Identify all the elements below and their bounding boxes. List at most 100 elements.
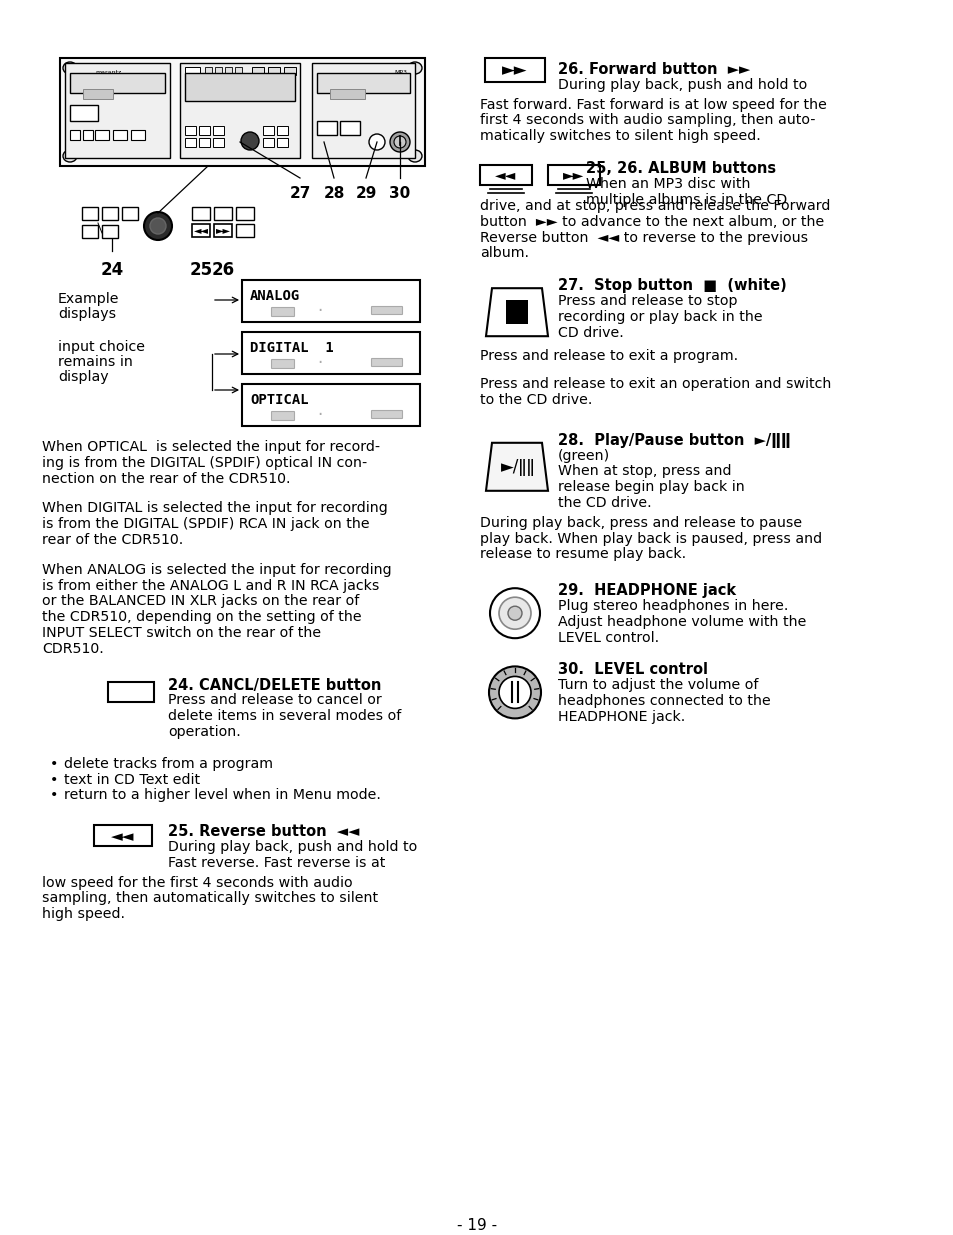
FancyBboxPatch shape — [371, 410, 402, 419]
Text: ►/ǁǁ: ►/ǁǁ — [500, 458, 535, 475]
Bar — [83, 89, 112, 99]
Bar — [276, 138, 288, 147]
Text: Adjust headphone volume with the: Adjust headphone volume with the — [558, 615, 805, 629]
Bar — [235, 207, 253, 220]
Text: 29.  HEADPHONE jack: 29. HEADPHONE jack — [558, 583, 736, 598]
Bar — [83, 130, 92, 140]
Circle shape — [394, 136, 406, 148]
Text: During play back, press and release to pause: During play back, press and release to p… — [479, 516, 801, 530]
Bar — [316, 73, 410, 93]
Bar — [70, 73, 165, 93]
Bar — [199, 138, 210, 147]
FancyBboxPatch shape — [272, 359, 294, 368]
Circle shape — [150, 219, 166, 233]
Circle shape — [390, 132, 410, 152]
Bar — [185, 138, 195, 147]
Circle shape — [498, 598, 531, 629]
Text: Press and release to exit a program.: Press and release to exit a program. — [479, 350, 738, 363]
Bar — [102, 225, 118, 238]
Bar — [60, 58, 424, 165]
Text: remains in: remains in — [58, 354, 132, 369]
Text: ·: · — [317, 406, 322, 424]
Circle shape — [490, 588, 539, 638]
Text: 30.  LEVEL control: 30. LEVEL control — [558, 662, 707, 678]
FancyBboxPatch shape — [272, 411, 294, 420]
Polygon shape — [485, 443, 547, 490]
Bar — [330, 89, 365, 99]
Text: ◄◄: ◄◄ — [495, 168, 517, 182]
Text: During play back, push and hold to: During play back, push and hold to — [558, 78, 806, 91]
Bar — [205, 67, 212, 75]
Polygon shape — [485, 288, 547, 336]
Text: •: • — [50, 788, 58, 803]
Text: 30: 30 — [389, 186, 410, 201]
Circle shape — [241, 132, 258, 149]
Text: sampling, then automatically switches to silent: sampling, then automatically switches to… — [42, 892, 377, 905]
Bar — [213, 207, 232, 220]
Bar — [213, 224, 232, 237]
Text: 25, 26. ALBUM buttons: 25, 26. ALBUM buttons — [585, 161, 776, 177]
Text: During play back, push and hold to: During play back, push and hold to — [168, 840, 416, 853]
Circle shape — [369, 135, 385, 149]
Text: play back. When play back is paused, press and: play back. When play back is paused, pre… — [479, 531, 821, 546]
Ellipse shape — [408, 62, 421, 74]
Text: ►►: ►► — [215, 226, 231, 236]
Text: matically switches to silent high speed.: matically switches to silent high speed. — [479, 130, 760, 143]
Text: 27.  Stop button  ■  (white): 27. Stop button ■ (white) — [558, 278, 786, 293]
Text: operation.: operation. — [168, 725, 240, 739]
Text: When DIGITAL is selected the input for recording: When DIGITAL is selected the input for r… — [42, 501, 387, 515]
Bar — [112, 130, 127, 140]
Text: Press and release to exit an operation and switch: Press and release to exit an operation a… — [479, 377, 830, 391]
Text: (green): (green) — [558, 448, 610, 463]
Bar — [276, 126, 288, 135]
Text: 24: 24 — [100, 261, 124, 279]
Text: release to resume play back.: release to resume play back. — [479, 547, 685, 562]
Bar — [180, 63, 299, 158]
Bar — [284, 67, 295, 75]
FancyBboxPatch shape — [371, 306, 402, 315]
Bar — [235, 224, 253, 237]
Text: release begin play back in: release begin play back in — [558, 480, 744, 494]
Ellipse shape — [63, 62, 77, 74]
Bar — [484, 58, 544, 82]
Bar — [225, 67, 232, 75]
Ellipse shape — [408, 149, 421, 162]
Text: Fast forward. Fast forward is at low speed for the: Fast forward. Fast forward is at low spe… — [479, 98, 826, 111]
Text: •: • — [50, 773, 58, 787]
Bar — [242, 280, 419, 322]
Text: When at stop, press and: When at stop, press and — [558, 464, 731, 478]
Text: delete items in several modes of: delete items in several modes of — [168, 709, 401, 724]
Text: low speed for the first 4 seconds with audio: low speed for the first 4 seconds with a… — [42, 876, 353, 889]
Bar — [108, 682, 153, 701]
Bar — [95, 130, 109, 140]
Text: the CDR510, depending on the setting of the: the CDR510, depending on the setting of … — [42, 610, 361, 624]
Text: HEADPHONE jack.: HEADPHONE jack. — [558, 710, 684, 724]
Bar — [214, 67, 222, 75]
Text: ◄◄: ◄◄ — [193, 226, 209, 236]
Text: MP3: MP3 — [394, 70, 407, 75]
Text: OPTICAL: OPTICAL — [250, 393, 309, 408]
Text: 26: 26 — [212, 261, 234, 279]
Text: Press and release to cancel or: Press and release to cancel or — [168, 693, 381, 708]
Text: INPUT SELECT switch on the rear of the: INPUT SELECT switch on the rear of the — [42, 626, 321, 640]
Ellipse shape — [63, 149, 77, 162]
Text: Press and release to stop: Press and release to stop — [558, 294, 737, 308]
Text: button  ►► to advance to the next album, or the: button ►► to advance to the next album, … — [479, 215, 823, 228]
Bar — [131, 130, 145, 140]
Bar — [102, 207, 118, 220]
Bar — [234, 67, 242, 75]
Text: nection on the rear of the CDR510.: nection on the rear of the CDR510. — [42, 472, 291, 485]
Text: ►►: ►► — [501, 61, 527, 79]
Circle shape — [489, 667, 540, 719]
Bar — [339, 121, 359, 135]
Text: When OPTICAL  is selected the input for record-: When OPTICAL is selected the input for r… — [42, 440, 379, 454]
Bar — [70, 130, 80, 140]
Text: CD drive.: CD drive. — [558, 326, 623, 340]
Text: is from either the ANALOG L and R IN RCA jacks: is from either the ANALOG L and R IN RCA… — [42, 579, 379, 593]
Text: return to a higher level when in Menu mode.: return to a higher level when in Menu mo… — [64, 788, 380, 803]
Text: 24. CANCL/DELETE button: 24. CANCL/DELETE button — [168, 678, 381, 693]
Text: When ANALOG is selected the input for recording: When ANALOG is selected the input for re… — [42, 563, 392, 577]
Text: DIGITAL  1: DIGITAL 1 — [250, 341, 334, 354]
Bar — [185, 67, 200, 75]
Text: 26. Forward button  ►►: 26. Forward button ►► — [558, 62, 749, 77]
